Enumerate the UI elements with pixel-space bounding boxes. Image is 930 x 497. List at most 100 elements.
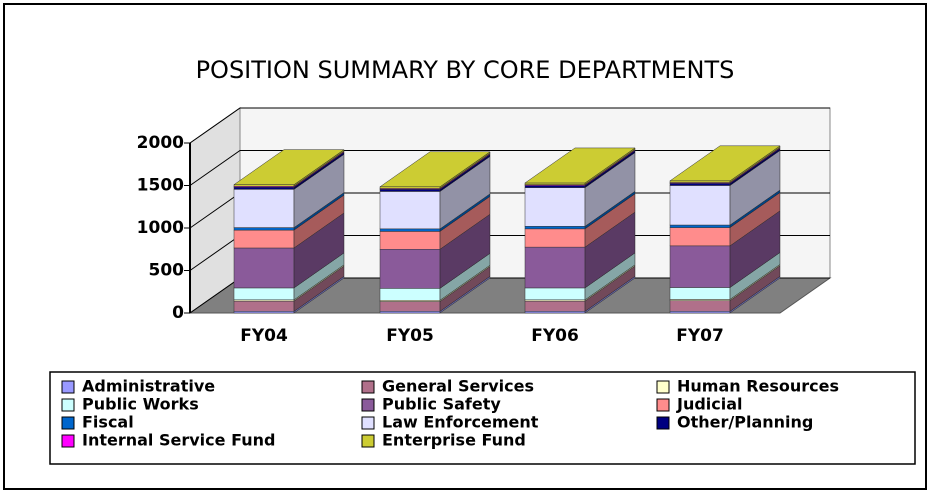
bar-segment [524,311,586,314]
bar-segment [233,229,295,249]
x-tick-label: FY07 [676,326,724,346]
bar-segment [379,189,441,192]
bar-segment [669,245,731,288]
legend-label: Internal Service Fund [82,431,275,450]
bar-side-shade [440,154,490,192]
legend-label: Public Safety [382,395,501,414]
legend-label: Other/Planning [677,413,813,432]
bar-side-shade [730,192,780,246]
bar-segment [669,224,731,228]
legend-swatch [656,416,670,430]
bar-top [379,151,491,188]
bar-segment [233,247,295,289]
bar-side-shade [730,265,780,312]
legend-swatch [61,380,75,394]
legend [49,371,916,465]
bar-side-shade [440,266,490,312]
grid-line [189,107,830,144]
y-tick-label: 500 [149,261,185,281]
bar-segment [524,246,586,289]
bar-segment [379,288,441,301]
y-tick-label: 1500 [137,176,184,196]
bar-segment [669,311,731,314]
legend-label: General Services [382,377,534,396]
bar-side-shade [730,150,780,226]
legend-label: Human Resources [677,377,839,396]
bar-side-shade [294,195,344,248]
bar-side-shade [730,252,780,300]
bar-segment [379,191,441,230]
bar-side-shade [730,210,780,288]
bar-side-shade [294,264,344,302]
bar-segment [379,301,441,312]
legend-label: Administrative [82,377,215,396]
bar-segment [379,228,441,232]
bar-side-shade [440,214,490,289]
bar-side-shade [294,252,344,300]
bar-side-shade [585,150,635,188]
bar-side-shade [585,266,635,312]
legend-label: Public Works [82,395,199,414]
bar-side-shade [730,148,780,186]
x-tick-label: FY06 [531,326,579,346]
bar-segment [233,227,295,231]
bar-side-shade [440,196,490,250]
bar-segment [669,183,731,186]
bar-side-shade [294,212,344,288]
bar-side-shade [294,154,344,228]
bar-side-shade [585,264,635,302]
bar-side-shade [585,147,635,185]
bar-segment [669,227,731,247]
bar-segment [524,228,586,248]
x-tick-label: FY04 [240,326,288,346]
legend-swatch [656,380,670,394]
bar-segment [233,311,295,314]
bar-side-shade [440,193,490,232]
bar-segment [669,185,731,226]
bar-side-shade [294,152,344,190]
bar-side-shade [585,193,635,248]
bar-segment [669,300,731,312]
bar-segment [379,249,441,289]
y-tick-label: 2000 [137,133,184,153]
legend-label: Enterprise Fund [382,431,526,450]
bar-segment [524,300,586,312]
bar-side-shade [730,145,780,183]
bar-segment [524,182,586,185]
legend-label: Fiscal [82,413,134,432]
legend-swatch [361,434,375,448]
bar-side-shade [730,276,780,313]
y-tick-label: 1000 [137,218,184,238]
bar-segment [524,185,586,188]
bar-segment [669,287,731,300]
legend-swatch [61,398,75,412]
legend-swatch [361,380,375,394]
bar-top [233,149,345,185]
bar-side-shade [440,151,490,189]
bar-segment [379,231,441,250]
bar-segment [233,300,295,312]
bar-side-shade [585,252,635,300]
bar-segment [669,180,731,183]
legend-label: Law Enforcement [382,413,539,432]
bar-side-shade [585,191,635,229]
bar-segment [233,184,295,187]
bar-side-shade [440,265,490,302]
y-tick-label: 0 [172,303,184,323]
bar-side-shade [294,276,344,313]
bar-top [524,147,636,184]
bar-segment [233,189,295,228]
legend-swatch [361,398,375,412]
legend-label: Judicial [676,395,743,414]
legend-swatch [61,416,75,430]
bar-side-shade [440,253,490,301]
bar-top [669,145,781,182]
bar-segment [524,287,586,301]
bar-side-shade [294,149,344,187]
bar-side-shade [730,264,780,301]
chart-title: POSITION SUMMARY BY CORE DEPARTMENTS [196,56,735,84]
bar-side-shade [585,212,635,288]
legend-swatch [656,398,670,412]
bar-side-shade [730,190,780,228]
